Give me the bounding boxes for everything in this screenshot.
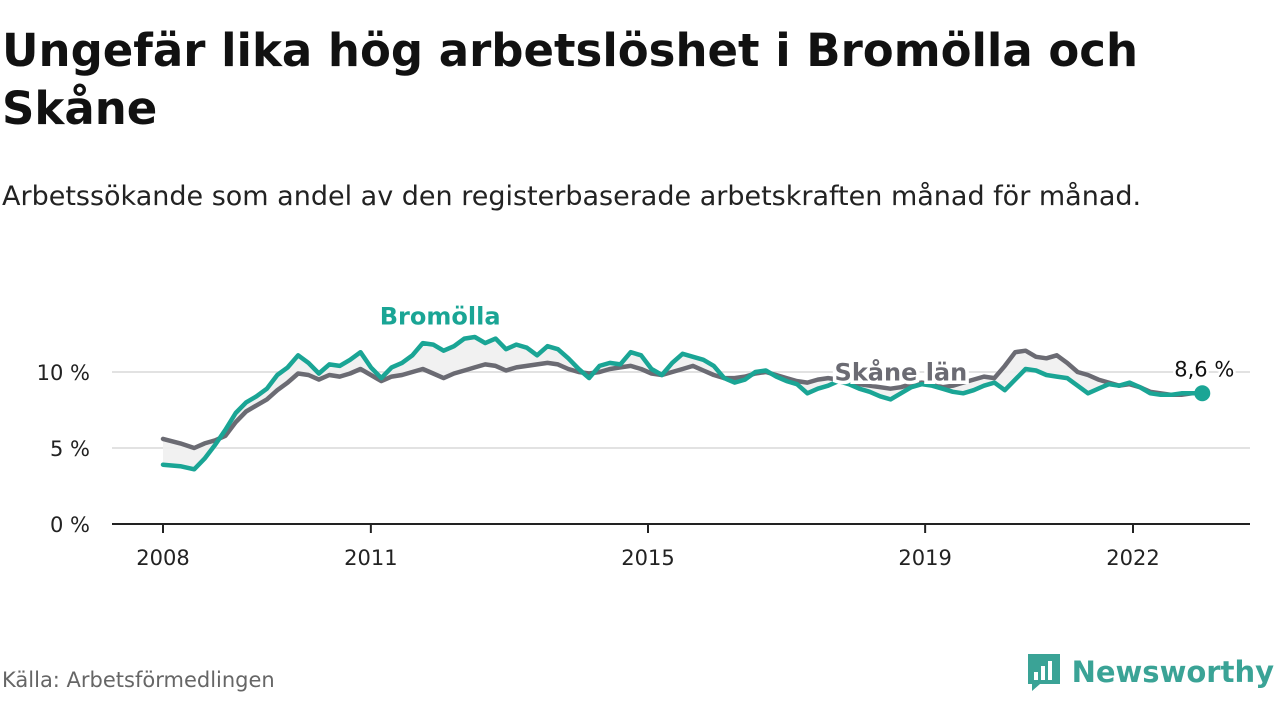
brand-name: Newsworthy [1071, 655, 1274, 689]
chart-subtitle: Arbetssökande som andel av den registerb… [2, 181, 1142, 212]
x-tick-label: 2008 [136, 546, 189, 570]
series-line-skane [160, 348, 1205, 451]
end-value-label: 8,6 % [1174, 357, 1234, 381]
series-label-bromolla: Bromölla [380, 302, 501, 330]
newsworthy-logo-icon [1027, 654, 1060, 691]
x-tick-label: 2019 [898, 546, 951, 570]
x-tick-label: 2011 [344, 546, 397, 570]
y-tick-label: 10 % [37, 361, 90, 385]
difference-area [163, 337, 1203, 470]
chart-labels: 8,6 % Bromölla Skåne län [377, 299, 1237, 390]
y-tick-label: 5 % [50, 437, 90, 461]
series-line-bromolla [160, 334, 1205, 472]
x-tick-label: 2015 [621, 546, 674, 570]
y-tick-label: 0 % [50, 513, 90, 537]
source-note: Källa: Arbetsförmedlingen [2, 668, 275, 692]
series-label-skane: Skåne län [835, 358, 968, 387]
axes: 0 % 5 % 10 % 2008 2011 2015 2019 2022 [37, 361, 1250, 570]
x-tick-label: 2022 [1106, 546, 1159, 570]
series-lines [160, 334, 1211, 472]
brand: Newsworthy [1026, 652, 1274, 692]
page-title: Ungefär lika hög arbetslöshet i Bromölla… [2, 24, 1139, 135]
end-point-marker [1194, 385, 1211, 402]
